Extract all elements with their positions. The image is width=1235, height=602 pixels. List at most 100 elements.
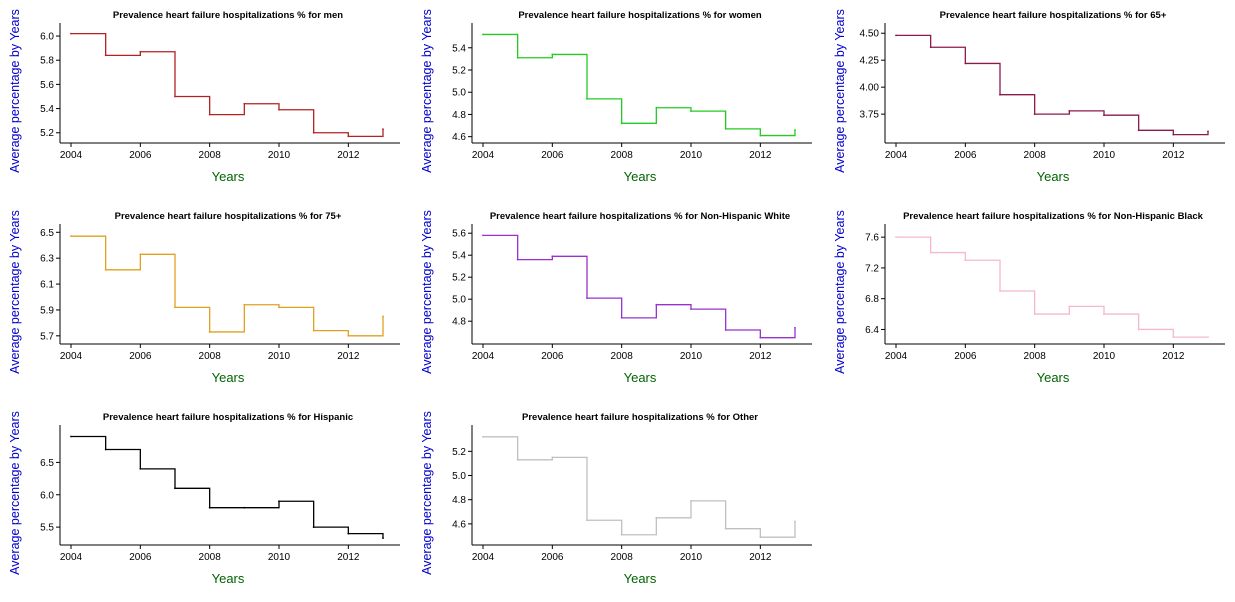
x-tick-label: 2012 bbox=[749, 351, 772, 362]
chart-panel: Prevalence heart failure hospitalization… bbox=[8, 9, 400, 184]
chart-title: Prevalence heart failure hospitalization… bbox=[522, 412, 758, 423]
x-tick-label: 2006 bbox=[541, 552, 564, 563]
chart-title: Prevalence heart failure hospitalization… bbox=[940, 10, 1167, 21]
x-tick-label: 2008 bbox=[199, 150, 222, 161]
y-tick-label: 5.4 bbox=[452, 251, 466, 262]
series-step-line bbox=[896, 34, 1209, 136]
y-tick-label: 6.4 bbox=[865, 325, 879, 336]
x-tick-label: 2004 bbox=[472, 552, 495, 563]
x-tick-label: 2006 bbox=[129, 150, 152, 161]
y-tick-label: 5.4 bbox=[40, 104, 54, 115]
x-axis-label: Years bbox=[624, 571, 657, 586]
y-tick-label: 6.0 bbox=[40, 32, 54, 43]
y-tick-label: 7.6 bbox=[865, 233, 879, 244]
y-axis-label: Average percentage by Years bbox=[8, 210, 22, 374]
x-tick-label: 2012 bbox=[1162, 351, 1185, 362]
chart-title: Prevalence heart failure hospitalization… bbox=[115, 211, 342, 222]
y-tick-label: 5.8 bbox=[40, 56, 54, 67]
y-tick-label: 5.0 bbox=[452, 88, 466, 99]
x-tick-label: 2008 bbox=[611, 150, 634, 161]
y-tick-label: 5.2 bbox=[40, 128, 54, 139]
x-tick-label: 2006 bbox=[954, 351, 977, 362]
y-tick-label: 4.8 bbox=[452, 110, 466, 121]
y-tick-label: 5.9 bbox=[40, 305, 54, 316]
y-axis-label: Average percentage by Years bbox=[420, 411, 434, 575]
x-tick-label: 2008 bbox=[199, 552, 222, 563]
y-tick-label: 4.8 bbox=[452, 495, 466, 506]
x-tick-label: 2006 bbox=[541, 150, 564, 161]
y-tick-label: 5.0 bbox=[452, 471, 466, 482]
y-tick-label: 4.8 bbox=[452, 317, 466, 328]
chart-panel: Prevalence heart failure hospitalization… bbox=[420, 411, 812, 586]
chart-panel: Prevalence heart failure hospitalization… bbox=[833, 210, 1225, 385]
x-tick-label: 2004 bbox=[472, 150, 495, 161]
x-tick-label: 2006 bbox=[129, 552, 152, 563]
chart-title: Prevalence heart failure hospitalization… bbox=[113, 10, 343, 21]
x-tick-label: 2008 bbox=[611, 552, 634, 563]
y-axis-label: Average percentage by Years bbox=[8, 411, 22, 575]
x-tick-label: 2012 bbox=[337, 150, 360, 161]
series-step-line bbox=[71, 32, 384, 138]
x-tick-label: 2010 bbox=[1093, 351, 1116, 362]
x-axis-label: Years bbox=[624, 370, 657, 385]
y-tick-label: 5.6 bbox=[40, 80, 54, 91]
x-axis-label: Years bbox=[1037, 169, 1070, 184]
y-tick-label: 4.6 bbox=[452, 132, 466, 143]
x-tick-label: 2012 bbox=[1162, 150, 1185, 161]
y-axis-label: Average percentage by Years bbox=[420, 9, 434, 173]
y-tick-label: 4.50 bbox=[860, 29, 880, 40]
x-tick-label: 2010 bbox=[680, 150, 703, 161]
x-tick-label: 2006 bbox=[129, 351, 152, 362]
x-axis-label: Years bbox=[212, 169, 245, 184]
y-tick-label: 5.2 bbox=[452, 66, 466, 77]
y-axis-label: Average percentage by Years bbox=[420, 210, 434, 374]
x-tick-label: 2012 bbox=[337, 351, 360, 362]
series-step-line bbox=[896, 236, 1208, 338]
y-axis-label: Average percentage by Years bbox=[833, 9, 847, 173]
x-tick-label: 2008 bbox=[199, 351, 222, 362]
series-step-line bbox=[483, 234, 796, 339]
y-tick-label: 5.5 bbox=[40, 523, 54, 534]
y-tick-label: 5.7 bbox=[40, 331, 54, 342]
x-tick-label: 2010 bbox=[268, 552, 291, 563]
x-tick-label: 2012 bbox=[337, 552, 360, 563]
x-tick-label: 2010 bbox=[680, 351, 703, 362]
chart-panel: Prevalence heart failure hospitalization… bbox=[420, 210, 812, 385]
y-tick-label: 4.00 bbox=[860, 83, 880, 94]
series-step-line bbox=[483, 436, 796, 538]
y-tick-label: 6.5 bbox=[40, 228, 54, 239]
x-tick-label: 2006 bbox=[954, 150, 977, 161]
y-tick-label: 6.0 bbox=[40, 490, 54, 501]
x-tick-label: 2010 bbox=[1093, 150, 1116, 161]
x-tick-label: 2004 bbox=[885, 351, 908, 362]
chart-panel: Prevalence heart failure hospitalization… bbox=[833, 9, 1225, 184]
series-step-line bbox=[71, 235, 384, 337]
x-tick-label: 2012 bbox=[749, 150, 772, 161]
y-tick-label: 7.2 bbox=[865, 263, 879, 274]
chart-panel: Prevalence heart failure hospitalization… bbox=[420, 9, 812, 184]
x-tick-label: 2010 bbox=[680, 552, 703, 563]
x-tick-label: 2008 bbox=[1024, 150, 1047, 161]
y-tick-label: 4.25 bbox=[860, 56, 880, 67]
chart-panel: Prevalence heart failure hospitalization… bbox=[8, 411, 400, 586]
y-tick-label: 5.2 bbox=[452, 273, 466, 284]
x-tick-label: 2004 bbox=[885, 150, 908, 161]
y-tick-label: 6.8 bbox=[865, 294, 879, 305]
x-axis-label: Years bbox=[1037, 370, 1070, 385]
y-tick-label: 6.1 bbox=[40, 280, 54, 291]
chart-title: Prevalence heart failure hospitalization… bbox=[903, 211, 1204, 222]
x-tick-label: 2004 bbox=[472, 351, 495, 362]
x-tick-label: 2004 bbox=[60, 351, 83, 362]
chart-title: Prevalence heart failure hospitalization… bbox=[490, 211, 790, 222]
series-step-line bbox=[71, 435, 384, 539]
y-tick-label: 6.3 bbox=[40, 254, 54, 265]
x-tick-label: 2008 bbox=[1024, 351, 1047, 362]
chart-title: Prevalence heart failure hospitalization… bbox=[518, 10, 762, 21]
x-tick-label: 2012 bbox=[749, 552, 772, 563]
chart-panel: Prevalence heart failure hospitalization… bbox=[8, 210, 400, 385]
y-tick-label: 5.2 bbox=[452, 447, 466, 458]
series-step-line bbox=[483, 33, 796, 137]
y-tick-label: 5.0 bbox=[452, 295, 466, 306]
